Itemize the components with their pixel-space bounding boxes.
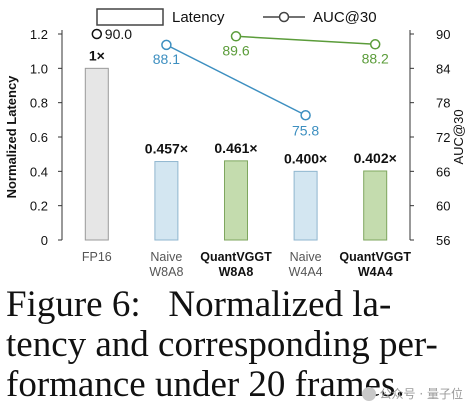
auc-point <box>300 110 311 121</box>
auc-point-label: 90.0 <box>105 26 132 42</box>
y2-tick-label: 72 <box>436 130 450 145</box>
latency-bar <box>154 161 179 241</box>
y2-tick-label: 90 <box>436 27 450 42</box>
y2-tick-label: 84 <box>436 61 450 76</box>
axes: 0 0.2 0.4 0.6 0.8 1.0 1.2 56 60 66 72 78 84 90 <box>30 27 451 248</box>
latency-bar-label: 0.402× <box>354 150 397 166</box>
y-tick-label: 0.2 <box>30 199 48 214</box>
x-axis-labels: FP16 NaiveW8A8QuantVGGTW8A8NaiveW4A4Quant… <box>82 250 411 279</box>
caption-line-1: Figure 6: Normalized la- <box>6 284 392 325</box>
x-tick-label-line1: QuantVGGT <box>200 250 272 264</box>
auc-point-label: 88.2 <box>362 50 389 66</box>
legend-latency-swatch <box>96 8 164 26</box>
auc-point-label: 89.6 <box>222 42 249 58</box>
auc-series-line <box>235 35 376 46</box>
y2-tick-label: 66 <box>436 164 450 179</box>
latency-auc-chart: Latency AUC@30 0 0.2 0.4 0.6 0.8 1.0 1.2 56 60 66… <box>4 8 466 279</box>
latency-bar <box>84 67 109 241</box>
latency-bar <box>363 170 388 241</box>
auc-series-line <box>166 44 306 116</box>
watermark-text: 公众号 · 量子位 <box>379 387 463 401</box>
y-tick-label: 0 <box>41 233 48 248</box>
watermark: 公众号 · 量子位 <box>361 385 463 402</box>
x-tick-label-line1: Naive <box>290 250 322 264</box>
y2-tick-label: 78 <box>436 96 450 111</box>
y2-axis-title: AUC@30 <box>451 109 466 164</box>
caption-line-2: tency and corresponding per- <box>6 324 438 365</box>
y-tick-label: 0.8 <box>30 96 48 111</box>
x-tick-label-line2: W8A8 <box>149 265 183 279</box>
legend-auc-label: AUC@30 <box>313 9 377 26</box>
caption-line-3: formance under 20 frames. <box>6 364 405 405</box>
auc-point <box>369 39 381 50</box>
x-tick-label-line1: FP16 <box>82 250 112 264</box>
x-tick-label-line2: W8A8 <box>219 265 254 279</box>
latency-bar-label: 0.457× <box>145 141 188 157</box>
legend-latency-label: Latency <box>172 9 225 26</box>
legend: Latency AUC@30 <box>96 8 377 26</box>
latency-bar-label: 1× <box>89 47 105 63</box>
y-tick-label: 1.0 <box>30 61 48 76</box>
watermark-logo-icon <box>361 386 376 401</box>
auc-point-label: 75.8 <box>292 122 319 138</box>
latency-bar-label: 0.461× <box>214 140 257 156</box>
y2-tick-label: 56 <box>436 233 450 248</box>
latency-bar <box>224 160 248 241</box>
auc-lines: 90.0 88.1 75.8 89.6 88.2 <box>91 26 389 138</box>
x-tick-label-line1: Naive <box>150 250 182 264</box>
auc-point <box>91 28 103 40</box>
y-tick-label: 0.6 <box>30 130 48 145</box>
auc-point <box>230 31 242 42</box>
bars: 1× 0.457× 0.461× 0.400× 0.402× <box>84 47 397 241</box>
latency-bar <box>293 170 318 241</box>
x-tick-label-line2: W4A4 <box>289 265 323 279</box>
y-axis-title: Normalized Latency <box>4 75 19 199</box>
y-tick-label: 0.4 <box>30 164 48 179</box>
figure-caption: Figure 6: Normalized la- tency and corre… <box>6 285 468 405</box>
y2-tick-label: 60 <box>436 199 450 214</box>
auc-point <box>161 39 172 51</box>
y-tick-label: 1.2 <box>30 27 48 42</box>
x-tick-label-line2: W4A4 <box>358 265 393 279</box>
auc-point-label: 88.1 <box>153 51 180 67</box>
legend-auc-marker <box>278 11 290 23</box>
latency-bar-label: 0.400× <box>284 150 327 166</box>
x-tick-label-line1: QuantVGGT <box>339 250 411 264</box>
